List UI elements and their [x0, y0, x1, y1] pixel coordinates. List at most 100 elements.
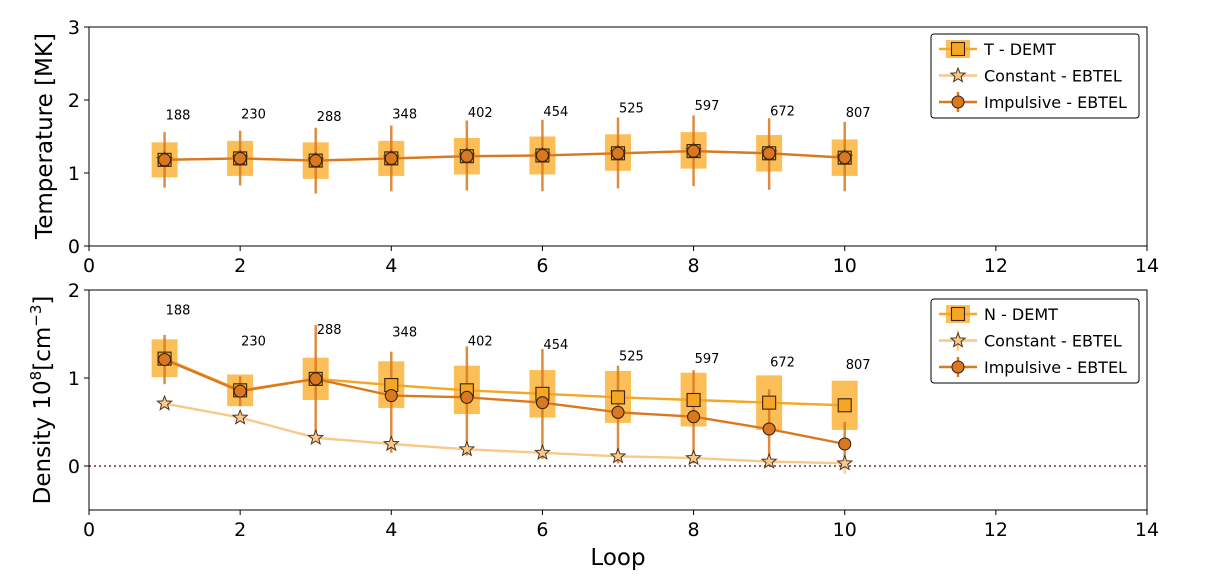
- loop-annotation-8: 597: [695, 99, 720, 114]
- x-tick-label: 14: [1135, 255, 1159, 277]
- x-tick-label: 14: [1135, 519, 1159, 541]
- legend-frame: [930, 33, 1140, 119]
- loop-annotation-10: 807: [846, 106, 871, 121]
- x-tick-label: 0: [83, 255, 95, 277]
- x-tick-label: 4: [385, 519, 397, 541]
- legend-label-constant: Constant - EBTEL: [984, 332, 1122, 351]
- y-tick-label: 2: [68, 90, 80, 112]
- impulsive-point-4: [384, 151, 398, 165]
- legend-marker-impulsive: [951, 95, 965, 109]
- impulsive-point-1: [158, 153, 172, 167]
- loop-annotation-5: 402: [468, 334, 493, 349]
- constant-point-3: [307, 428, 325, 446]
- constant-point-4: [382, 435, 400, 452]
- loop-annotation-2: 230: [241, 334, 266, 349]
- constant-point-1: [156, 394, 174, 411]
- legend-marker-impulsive: [951, 360, 965, 374]
- constant-point-6: [533, 443, 551, 461]
- legend-label-constant: Constant - EBTEL: [984, 67, 1122, 86]
- temperature-y-axis-title: Temperature [MK]: [32, 33, 58, 240]
- x-tick-label: 10: [833, 255, 857, 277]
- constant-point-2: [231, 408, 249, 425]
- x-tick-label: 8: [688, 255, 700, 277]
- y-tick-label: 0: [68, 456, 80, 478]
- impulsive-point-5: [460, 149, 474, 163]
- legend: N - DEMT Constant - EBTEL Impulsive - EBTE…: [930, 298, 1140, 384]
- y-tick-label: 1: [68, 163, 80, 185]
- demt-point-9: [762, 395, 777, 410]
- legend-label-demt: N - DEMT: [984, 305, 1058, 324]
- loop-annotation-3: 288: [317, 323, 342, 338]
- impulsive-point-2: [233, 384, 247, 398]
- impulsive-point-1: [158, 352, 172, 367]
- loop-annotation-6: 454: [543, 338, 568, 353]
- y-tick-label: 1: [68, 368, 80, 390]
- demt-point-7: [610, 390, 626, 405]
- x-tick-label: 12: [984, 255, 1008, 277]
- demt-point-10: [837, 398, 852, 413]
- loop-annotation-1: 188: [166, 109, 191, 124]
- impulsive-point-9: [762, 422, 776, 436]
- loop-annotation-7: 525: [619, 349, 644, 364]
- loop-annotation-9: 672: [770, 356, 795, 371]
- constant-point-10: [836, 454, 854, 471]
- legend-marker-demt: [950, 41, 966, 57]
- x-tick-label: 4: [385, 255, 397, 277]
- impulsive-point-3: [309, 372, 323, 386]
- plot-frame: [88, 289, 1148, 511]
- x-tick-label: 0: [83, 519, 95, 541]
- loop-annotation-6: 454: [543, 105, 568, 120]
- legend-marker-constant: [949, 66, 967, 83]
- impulsive-point-9: [762, 146, 776, 160]
- legend: T - DEMT Constant - EBTEL Impulsive - EBTE…: [930, 33, 1140, 119]
- impulsive-point-5: [460, 390, 474, 404]
- impulsive-point-6: [535, 396, 549, 410]
- temperature-panel: 188 2 3 0 288 348 402 454 525 597 672 807 0 2 4 6 8 10 12 1…: [68, 17, 1159, 277]
- legend-marker-demt: [950, 306, 966, 322]
- loop-annotation-1: 188: [166, 304, 191, 319]
- demt-series-line: [164, 357, 845, 407]
- x-tick-label: 2: [234, 255, 246, 277]
- impulsive-series-line: [164, 358, 845, 446]
- loop-annotation-5: 402: [468, 106, 493, 121]
- density-y-axis-title: Density 108[cm−3]: [27, 296, 56, 505]
- constant-point-9: [760, 452, 778, 469]
- loop-annotation-9: 672: [770, 104, 795, 119]
- constant-point-8: [685, 449, 703, 466]
- legend-label-demt: T - DEMT: [983, 40, 1056, 59]
- legend-label-impulsive: Impulsive - EBTEL: [984, 358, 1127, 377]
- impulsive-point-4: [384, 389, 398, 403]
- impulsive-point-10: [838, 151, 852, 165]
- x-tick-label: 6: [536, 255, 548, 277]
- y-tick-label: 2: [68, 280, 80, 302]
- impulsive-point-7: [611, 405, 625, 419]
- legend-marker-constant: [949, 331, 967, 348]
- x-tick-label: 12: [984, 519, 1008, 541]
- legend-label-impulsive: Impulsive - EBTEL: [984, 93, 1127, 112]
- loop-annotation-4: 348: [392, 107, 417, 122]
- constant-point-7: [609, 447, 627, 464]
- impulsive-point-10: [838, 437, 852, 451]
- impulsive-series-line: [164, 149, 845, 162]
- loop-annotation-7: 525: [619, 101, 644, 116]
- loop-annotation-3: 288: [317, 110, 342, 125]
- x-tick-label: 8: [688, 519, 700, 541]
- y-tick-label: 3: [68, 17, 80, 39]
- loop-annotation-10: 807: [846, 358, 871, 373]
- x-tick-label: 10: [833, 519, 857, 541]
- plot-frame: [88, 26, 1148, 247]
- legend-frame: [930, 298, 1140, 384]
- demt-point-8: [686, 392, 701, 408]
- impulsive-point-3: [309, 154, 323, 168]
- constant-point-5: [458, 440, 476, 457]
- loop-annotation-8: 597: [695, 352, 720, 367]
- x-tick-label: 6: [536, 519, 548, 541]
- y-tick-label: 0: [68, 236, 80, 258]
- x-tick-label: 2: [234, 519, 246, 541]
- x-axis-title: Loop: [590, 545, 645, 571]
- impulsive-point-7: [611, 146, 625, 160]
- loop-annotation-4: 348: [392, 326, 417, 341]
- impulsive-point-2: [233, 151, 247, 165]
